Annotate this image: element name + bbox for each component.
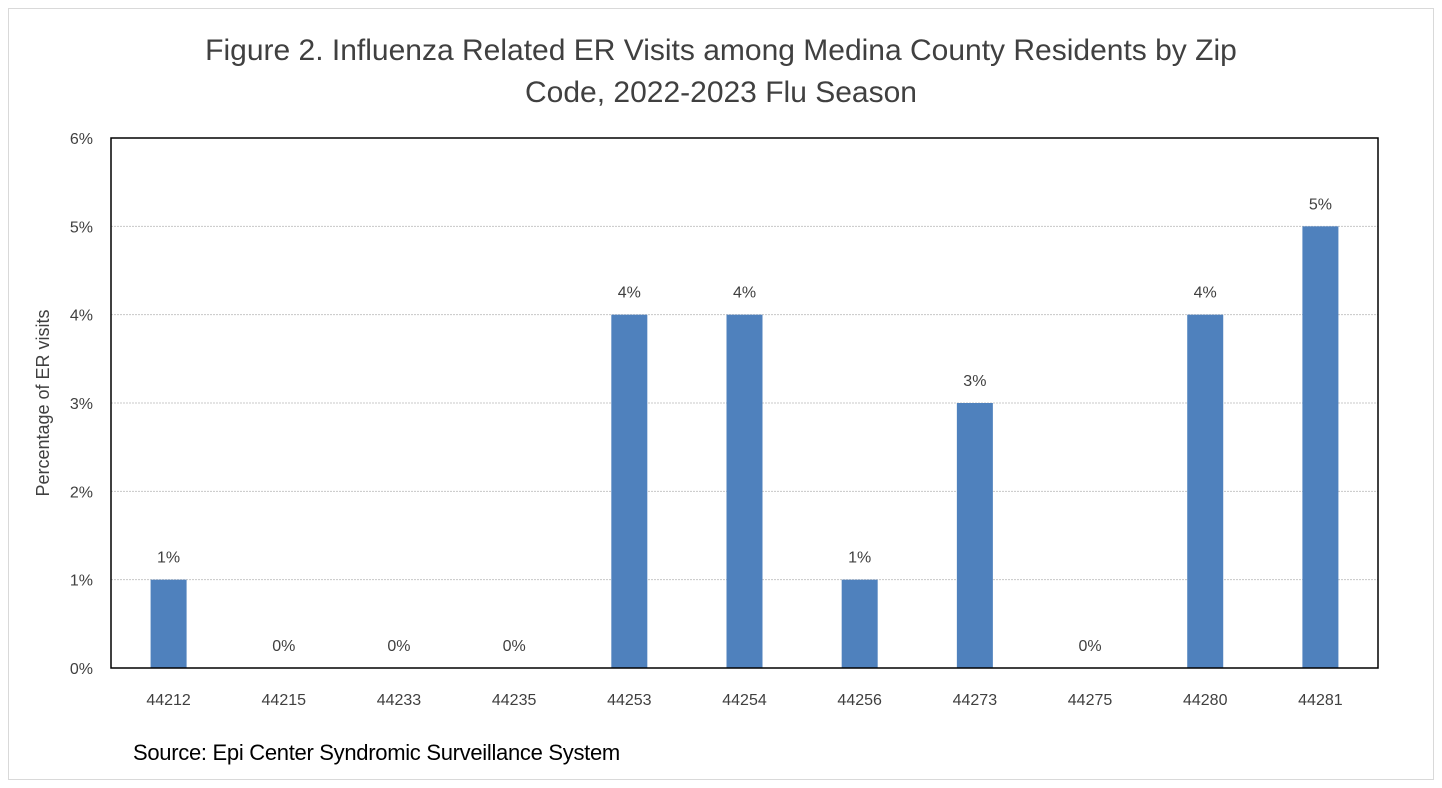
data-labels: 1% 0% 0% 0% 4% 4% 1% 3% 0% 4% 5% bbox=[157, 196, 1332, 655]
x-tick-label-44235: 44235 bbox=[492, 692, 537, 709]
x-tick-label-44212: 44212 bbox=[146, 692, 191, 709]
bar-44253 bbox=[611, 314, 648, 668]
chart-title-line-1: Figure 2. Influenza Related ER Visits am… bbox=[205, 34, 1237, 67]
x-tick-label-44281: 44281 bbox=[1298, 692, 1343, 709]
bar-44212 bbox=[150, 579, 187, 668]
x-tick-label-44273: 44273 bbox=[953, 692, 998, 709]
data-label-44273: 3% bbox=[963, 373, 986, 390]
source-note: Source: Epi Center Syndromic Surveillanc… bbox=[133, 740, 620, 765]
x-tick-label-44275: 44275 bbox=[1068, 692, 1113, 709]
bar-44281 bbox=[1302, 226, 1339, 669]
x-tick-label-44253: 44253 bbox=[607, 692, 652, 709]
y-axis-ticks: 0% 1% 2% 3% 4% 5% 6% bbox=[70, 131, 93, 678]
y-tick-label: 1% bbox=[70, 573, 93, 590]
bars bbox=[150, 226, 1339, 669]
data-label-44215: 0% bbox=[272, 638, 295, 655]
x-tick-label-44280: 44280 bbox=[1183, 692, 1228, 709]
y-tick-label: 4% bbox=[70, 308, 93, 325]
data-label-44253: 4% bbox=[618, 285, 641, 302]
x-tick-label-44233: 44233 bbox=[377, 692, 422, 709]
y-tick-label: 0% bbox=[70, 661, 93, 678]
x-axis-ticks: 44212 44215 44233 44235 44253 44254 44256 44273… bbox=[146, 692, 1342, 709]
chart-title-line-2: Code, 2022-2023 Flu Season bbox=[525, 76, 917, 109]
data-label-44212: 1% bbox=[157, 550, 180, 567]
y-tick-label: 2% bbox=[70, 484, 93, 501]
data-label-44275: 0% bbox=[1078, 638, 1101, 655]
bar-44280 bbox=[1187, 314, 1224, 668]
x-tick-label-44254: 44254 bbox=[722, 692, 767, 709]
y-axis-label: Percentage of ER visits bbox=[33, 309, 53, 496]
plot-area-border bbox=[110, 137, 1379, 669]
data-label-44280: 4% bbox=[1194, 285, 1217, 302]
data-label-44254: 4% bbox=[733, 285, 756, 302]
x-tick-label-44215: 44215 bbox=[262, 692, 307, 709]
chart-title: Figure 2. Influenza Related ER Visits am… bbox=[0, 30, 1442, 114]
y-tick-label: 3% bbox=[70, 396, 93, 413]
y-tick-label: 6% bbox=[70, 131, 93, 148]
y-tick-label: 5% bbox=[70, 219, 93, 236]
bar-44254 bbox=[726, 314, 763, 668]
data-label-44235: 0% bbox=[503, 638, 526, 655]
bar-44273 bbox=[956, 403, 993, 668]
x-tick-label-44256: 44256 bbox=[837, 692, 882, 709]
data-label-44256: 1% bbox=[848, 550, 871, 567]
data-label-44233: 0% bbox=[387, 638, 410, 655]
bar-44256 bbox=[841, 579, 878, 668]
data-label-44281: 5% bbox=[1309, 196, 1332, 213]
